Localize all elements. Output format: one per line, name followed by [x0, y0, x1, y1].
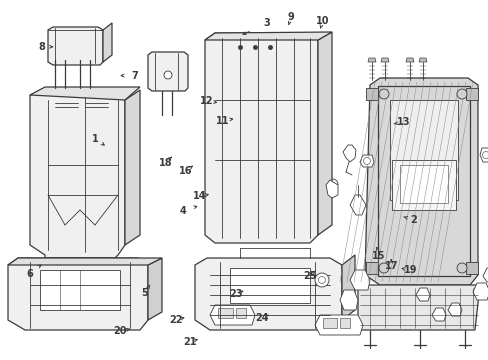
Text: 15: 15	[371, 251, 385, 261]
Circle shape	[378, 89, 388, 99]
Polygon shape	[30, 87, 140, 100]
Text: 10: 10	[315, 16, 329, 26]
Text: 12: 12	[199, 96, 213, 106]
Circle shape	[363, 158, 370, 165]
Text: 3: 3	[263, 18, 269, 28]
Polygon shape	[447, 303, 461, 316]
Polygon shape	[418, 58, 426, 62]
Bar	[377, 86, 469, 276]
Bar	[40, 270, 120, 310]
Polygon shape	[349, 270, 369, 290]
Polygon shape	[125, 90, 140, 245]
Polygon shape	[359, 155, 373, 167]
Text: 17: 17	[384, 261, 397, 271]
Text: 16: 16	[179, 166, 192, 176]
Bar	[323, 318, 336, 328]
Polygon shape	[431, 308, 445, 321]
Bar	[465, 262, 477, 274]
Polygon shape	[405, 58, 413, 62]
Polygon shape	[357, 285, 479, 330]
Polygon shape	[339, 290, 357, 310]
Polygon shape	[364, 78, 477, 285]
Text: 23: 23	[228, 289, 242, 299]
Text: 18: 18	[158, 158, 172, 168]
Polygon shape	[8, 258, 162, 265]
Polygon shape	[341, 255, 354, 320]
Circle shape	[456, 89, 466, 99]
Text: 2: 2	[409, 215, 416, 225]
Text: 20: 20	[113, 326, 126, 336]
Polygon shape	[148, 258, 162, 320]
Polygon shape	[342, 145, 355, 162]
Bar	[236, 308, 245, 318]
Text: 19: 19	[403, 265, 417, 275]
Text: 14: 14	[192, 191, 206, 201]
Circle shape	[318, 276, 325, 284]
Text: 13: 13	[396, 117, 409, 127]
Polygon shape	[317, 32, 331, 235]
Bar	[465, 88, 477, 100]
Text: 4: 4	[180, 206, 186, 216]
Text: 25: 25	[302, 271, 316, 282]
Text: 21: 21	[183, 337, 196, 347]
Polygon shape	[204, 32, 331, 40]
Text: 8: 8	[38, 42, 45, 52]
Text: 7: 7	[131, 71, 138, 81]
Bar	[391, 160, 455, 210]
Bar	[339, 318, 349, 328]
Polygon shape	[103, 23, 112, 62]
Polygon shape	[380, 58, 388, 62]
Circle shape	[163, 71, 172, 79]
Text: 24: 24	[254, 312, 268, 323]
Bar	[389, 100, 457, 200]
Polygon shape	[325, 180, 337, 198]
Polygon shape	[479, 148, 488, 162]
Text: 6: 6	[26, 269, 33, 279]
Text: 22: 22	[169, 315, 183, 325]
Circle shape	[482, 152, 488, 158]
Polygon shape	[472, 283, 488, 300]
Bar	[399, 165, 447, 203]
Polygon shape	[415, 288, 429, 301]
Circle shape	[456, 263, 466, 273]
Polygon shape	[48, 27, 103, 65]
Polygon shape	[148, 52, 187, 91]
Circle shape	[314, 273, 328, 287]
Polygon shape	[367, 58, 375, 62]
Polygon shape	[8, 258, 148, 330]
Text: 5: 5	[141, 288, 147, 298]
Circle shape	[378, 263, 388, 273]
Bar	[365, 88, 377, 100]
Polygon shape	[314, 315, 362, 335]
Bar	[229, 268, 309, 303]
Bar	[365, 262, 377, 274]
Polygon shape	[482, 268, 488, 282]
Polygon shape	[209, 305, 254, 325]
Polygon shape	[30, 93, 125, 258]
Text: 11: 11	[215, 116, 229, 126]
Polygon shape	[349, 195, 365, 215]
Text: 1: 1	[92, 134, 99, 144]
Bar	[218, 308, 232, 318]
Polygon shape	[204, 33, 317, 243]
Text: 9: 9	[287, 12, 294, 22]
Polygon shape	[195, 258, 341, 330]
